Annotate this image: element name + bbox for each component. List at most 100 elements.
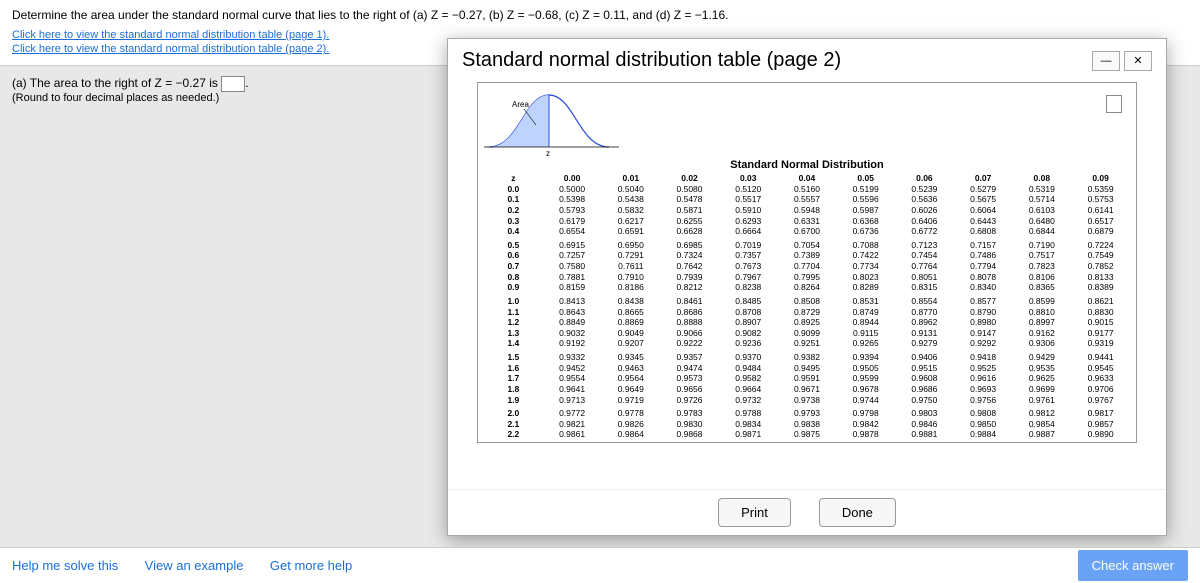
z-table-cell: 0.8438 <box>601 296 660 307</box>
z-row-label: 0.3 <box>484 216 543 227</box>
z-row-label: 0.7 <box>484 261 543 272</box>
z-table-cell: 0.7939 <box>660 272 719 283</box>
z-table-cell: 0.8340 <box>954 282 1013 293</box>
z-table-header: 0.09 <box>1071 173 1130 184</box>
z-table-cell: 0.8051 <box>895 272 954 283</box>
z-table-cell: 0.6331 <box>778 216 837 227</box>
z-table-cell: 0.8133 <box>1071 272 1130 283</box>
part-a-input[interactable] <box>221 76 245 92</box>
z-table-cell: 0.9890 <box>1071 429 1130 440</box>
z-table-cell: 0.9608 <box>895 373 954 384</box>
z-table-cell: 0.6179 <box>543 216 602 227</box>
z-table-cell: 0.6293 <box>719 216 778 227</box>
z-table-cell: 0.9633 <box>1071 373 1130 384</box>
z-table-cell: 0.9599 <box>836 373 895 384</box>
z-table-cell: 0.5080 <box>660 184 719 195</box>
z-table-cell: 0.9732 <box>719 395 778 406</box>
z-table-cell: 0.8729 <box>778 307 837 318</box>
z-table-cell: 0.6406 <box>895 216 954 227</box>
modal-title: Standard normal distribution table (page… <box>462 49 841 72</box>
minimize-button[interactable]: — <box>1092 51 1120 71</box>
normal-curve-figure: Area z <box>484 87 624 157</box>
z-table-cell: 0.6443 <box>954 216 1013 227</box>
z-row-label: 1.4 <box>484 338 543 349</box>
z-row-label: 0.1 <box>484 194 543 205</box>
z-table-cell: 0.9884 <box>954 429 1013 440</box>
z-table-cell: 0.9756 <box>954 395 1013 406</box>
z-row-label: 2.1 <box>484 419 543 430</box>
z-table-row: 1.00.84130.84380.84610.84850.85080.85310… <box>484 296 1130 307</box>
z-table-cell: 0.9418 <box>954 352 1013 363</box>
z-table-cell: 0.9767 <box>1071 395 1130 406</box>
z-table-header: 0.08 <box>1012 173 1071 184</box>
z-table-header: 0.00 <box>543 173 602 184</box>
z-table-cell: 0.9495 <box>778 363 837 374</box>
z-table-cell: 0.9616 <box>954 373 1013 384</box>
z-table-cell: 0.7190 <box>1012 240 1071 251</box>
z-table-cell: 0.6591 <box>601 226 660 237</box>
z-axis-label: z <box>546 149 550 157</box>
z-table-cell: 0.5557 <box>778 194 837 205</box>
get-more-help-link[interactable]: Get more help <box>270 558 352 573</box>
z-table-header: 0.07 <box>954 173 1013 184</box>
z-table-cell: 0.7291 <box>601 250 660 261</box>
z-table-cell: 0.6217 <box>601 216 660 227</box>
z-table-cell: 0.7910 <box>601 272 660 283</box>
z-table-cell: 0.9525 <box>954 363 1013 374</box>
window-controls: — ✕ <box>1092 51 1152 71</box>
z-table-cell: 0.9279 <box>895 338 954 349</box>
help-me-solve-link[interactable]: Help me solve this <box>12 558 118 573</box>
z-table-cell: 0.7123 <box>895 240 954 251</box>
z-table-cell: 0.5948 <box>778 205 837 216</box>
z-table-cell: 0.9826 <box>601 419 660 430</box>
z-table-row: 0.70.75800.76110.76420.76730.77040.77340… <box>484 261 1130 272</box>
z-table-cell: 0.6517 <box>1071 216 1130 227</box>
z-table-cell: 0.9441 <box>1071 352 1130 363</box>
z-table-cell: 0.9861 <box>543 429 602 440</box>
z-row-label: 1.5 <box>484 352 543 363</box>
z-table-cell: 0.9649 <box>601 384 660 395</box>
z-table-cell: 0.9878 <box>836 429 895 440</box>
z-table-cell: 0.9678 <box>836 384 895 395</box>
z-table-cell: 0.6700 <box>778 226 837 237</box>
z-row-label: 0.2 <box>484 205 543 216</box>
z-table-cell: 0.7704 <box>778 261 837 272</box>
z-table-cell: 0.9834 <box>719 419 778 430</box>
view-example-link[interactable]: View an example <box>145 558 244 573</box>
help-links: Help me solve this View an example Get m… <box>12 557 374 575</box>
z-table-cell: 0.9778 <box>601 408 660 419</box>
z-table-cell: 0.9719 <box>601 395 660 406</box>
z-row-label: 0.5 <box>484 240 543 251</box>
z-table-cell: 0.8461 <box>660 296 719 307</box>
close-button[interactable]: ✕ <box>1124 51 1152 71</box>
z-table-cell: 0.5871 <box>660 205 719 216</box>
z-table-cell: 0.5987 <box>836 205 895 216</box>
z-table-cell: 0.9332 <box>543 352 602 363</box>
z-table-cell: 0.8389 <box>1071 282 1130 293</box>
z-table-cell: 0.8289 <box>836 282 895 293</box>
area-label: Area <box>512 100 529 109</box>
z-table-cell: 0.8869 <box>601 317 660 328</box>
z-table-cell: 0.5359 <box>1071 184 1130 195</box>
z-table-cell: 0.9049 <box>601 328 660 339</box>
done-button[interactable]: Done <box>819 498 896 527</box>
z-table-cell: 0.8643 <box>543 307 602 318</box>
z-table-cell: 0.9452 <box>543 363 602 374</box>
check-answer-button[interactable]: Check answer <box>1078 550 1188 581</box>
z-table-cell: 0.6772 <box>895 226 954 237</box>
z-table-cell: 0.7157 <box>954 240 1013 251</box>
z-table-cell: 0.9761 <box>1012 395 1071 406</box>
z-table-cell: 0.7549 <box>1071 250 1130 261</box>
table-container: Area z Standard Normal Distribution z0.0… <box>477 82 1137 443</box>
z-table-cell: 0.6064 <box>954 205 1013 216</box>
print-button[interactable]: Print <box>718 498 791 527</box>
z-table-cell: 0.5279 <box>954 184 1013 195</box>
z-table-cell: 0.9222 <box>660 338 719 349</box>
z-table-cell: 0.6480 <box>1012 216 1071 227</box>
z-table-row: 1.80.96410.96490.96560.96640.96710.96780… <box>484 384 1130 395</box>
z-row-label: 2.2 <box>484 429 543 440</box>
copy-icon[interactable] <box>1106 95 1122 113</box>
z-row-label: 0.9 <box>484 282 543 293</box>
z-table-cell: 0.9406 <box>895 352 954 363</box>
z-table-cell: 0.9750 <box>895 395 954 406</box>
